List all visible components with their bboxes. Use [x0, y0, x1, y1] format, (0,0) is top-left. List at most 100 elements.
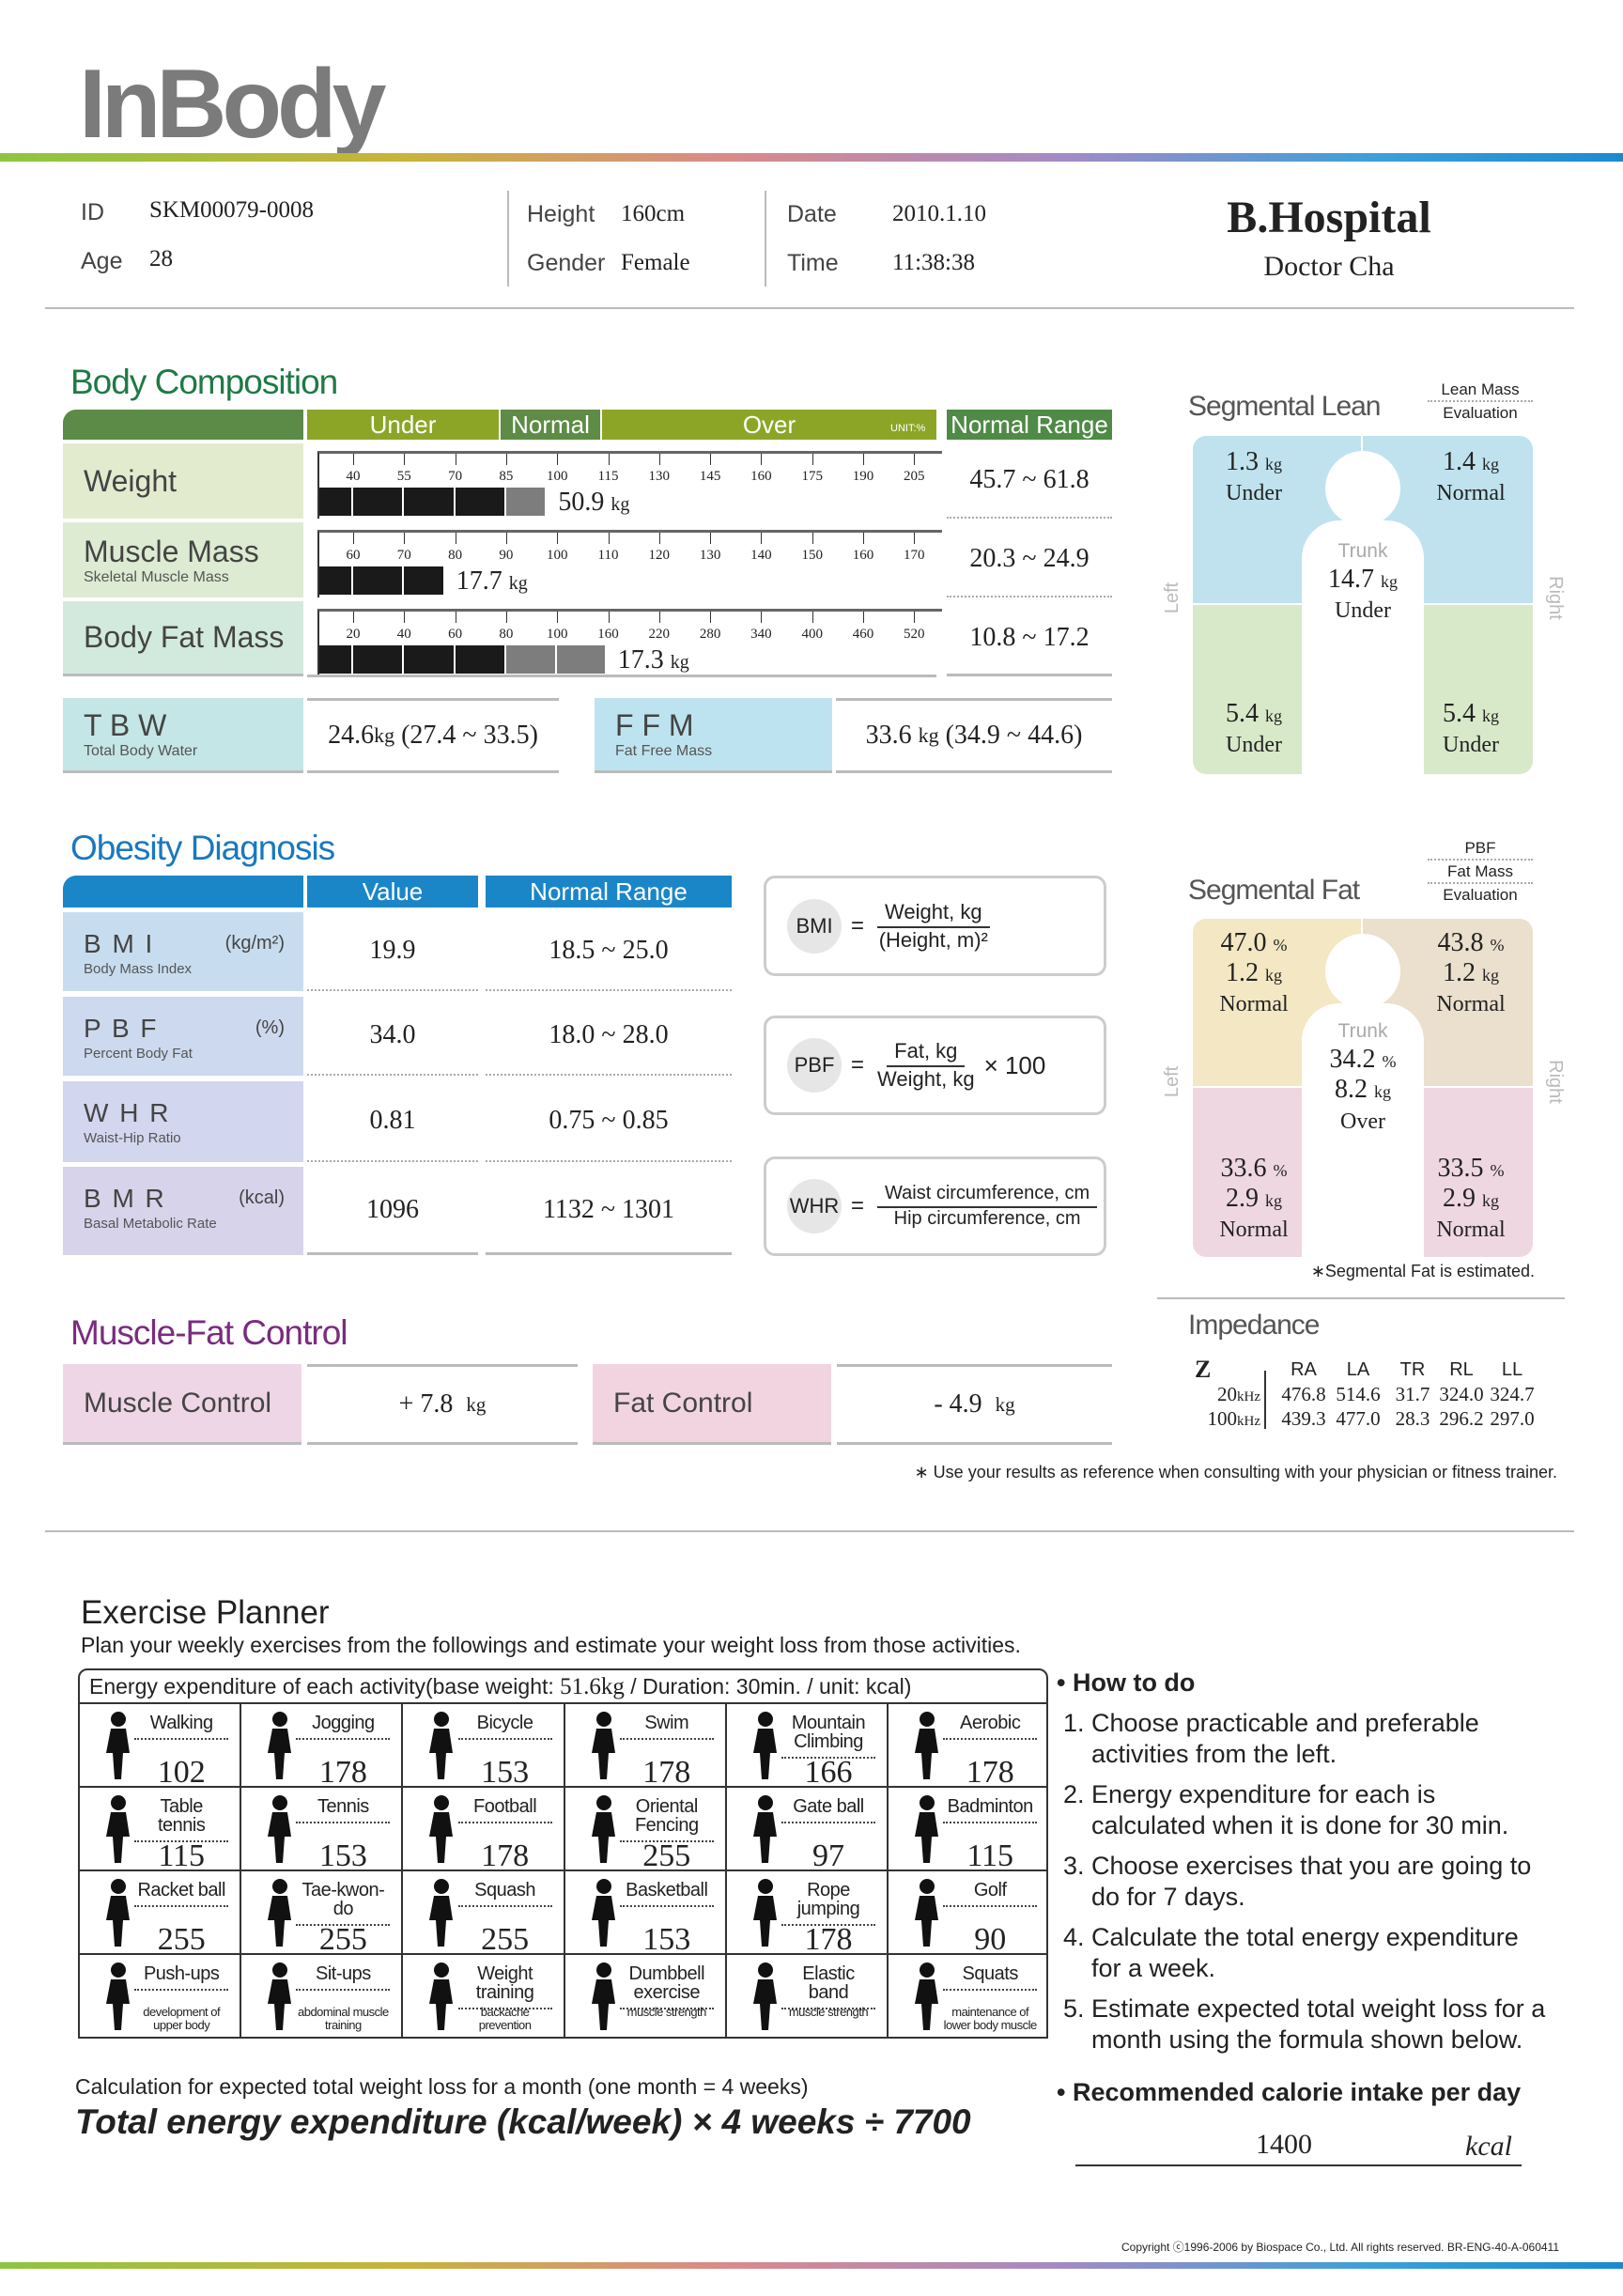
freq-value: 20	[1217, 1383, 1237, 1405]
activity-kcal: 178	[966, 1755, 1014, 1790]
bar-segment	[455, 488, 504, 516]
obesity-range: 18.5 ~ 25.0	[486, 912, 732, 991]
obesity-value: 1096	[307, 1167, 478, 1255]
activity-cell: Elastic band muscle strength	[727, 1955, 889, 2037]
tick-mark	[505, 454, 507, 465]
tick-mark	[710, 612, 712, 623]
tick-mark	[353, 533, 354, 544]
exercise-planner-title: Exercise Planner	[81, 1594, 330, 1631]
sit-ups-icon	[247, 1961, 313, 2032]
obesity-label: P B F	[84, 1014, 159, 1043]
activity-kcal: 153	[318, 1838, 367, 1873]
fat-control-value: - 4.9	[934, 1389, 982, 1419]
fat-right-arm-mass: 1.2	[1443, 958, 1476, 988]
obesity-label-cell: B M I (kg/m²) Body Mass Index	[63, 912, 303, 991]
activity-name: Jogging	[296, 1714, 391, 1740]
ffm-value: 33.6	[865, 721, 912, 750]
obesity-sublabel: Waist-Hip Ratio	[84, 1130, 181, 1146]
impedance-col-ll: LL	[1501, 1359, 1523, 1380]
segmental-lean-panel: 1.3 kg Under 1.4 kg Normal Trunk 14.7 kg Und…	[1193, 436, 1533, 774]
id-label: ID	[81, 199, 104, 225]
impedance-value: 476.8	[1281, 1383, 1326, 1405]
tick-mark	[608, 533, 610, 544]
activity-cell: Oriental Fencing 255	[564, 1788, 727, 1873]
fat-right-side-label: Right	[1544, 1060, 1566, 1104]
formula-numerator: Waist circumference, cm	[877, 1183, 1098, 1208]
activity-note: development of upper body	[143, 2005, 221, 2033]
activity-name: Weight training	[457, 1964, 552, 2009]
unit: %	[1273, 1161, 1288, 1180]
formula-denominator: Weight, kg	[877, 1067, 975, 1091]
lean-left-leg-eval: Under	[1226, 733, 1282, 758]
how-to-step: 2. Energy expenditure for each is calcul…	[1063, 1780, 1509, 1839]
mountain-climbing-icon	[733, 1710, 798, 1781]
bar-value-label: 17.3 kg	[618, 645, 689, 675]
tick-label: 160	[597, 627, 619, 642]
bar-segment	[557, 645, 605, 674]
impedance-value: 477.0	[1336, 1407, 1381, 1430]
tick-label: 40	[396, 627, 411, 642]
tick-mark	[812, 533, 813, 544]
racketball-icon	[85, 1877, 151, 1948]
pbf-formula: PBF = Fat, kg Weight, kg × 100	[764, 1016, 1106, 1115]
bar-segment	[404, 488, 454, 516]
impedance-value: 514.6	[1336, 1383, 1381, 1405]
tick-label: 130	[699, 548, 721, 563]
fat-left-arm-pbf: 47.0	[1220, 928, 1267, 957]
how-to-step: 1. Choose practicable and preferable act…	[1063, 1709, 1479, 1768]
obesity-unit: (kcal)	[239, 1187, 285, 1208]
aerobic-icon	[894, 1710, 960, 1781]
fat-right-leg-mass: 2.9	[1443, 1184, 1476, 1214]
freq-unit: kHz	[1237, 1414, 1260, 1429]
muscle-fat-title: Muscle-Fat Control	[70, 1313, 348, 1352]
activity-table-header: Energy expenditure of each activity(base…	[80, 1670, 1046, 1704]
impedance-value: 439.3	[1281, 1407, 1326, 1430]
unit: kg	[1265, 966, 1282, 985]
activity-cell: Football 178	[403, 1788, 565, 1873]
obesity-title: Obesity Diagnosis	[70, 829, 335, 867]
tick-label: 90	[499, 548, 514, 563]
unit: kg	[1265, 1191, 1282, 1211]
unit: kg	[1482, 706, 1499, 725]
activity-cell: Bicycle 153	[403, 1704, 565, 1790]
normal-range: 10.8 ~ 17.2	[947, 601, 1112, 676]
body-silhouette-icon	[1302, 520, 1424, 774]
row-label-cell: Weight	[63, 443, 303, 519]
tick-label: 20	[346, 627, 361, 642]
unit: kg	[1265, 706, 1282, 725]
id-value: SKM00079-0008	[149, 197, 315, 223]
tick-mark	[914, 612, 916, 623]
obesity-unit: (kg/m²)	[224, 933, 285, 954]
activity-cell: Table tennis 115	[80, 1788, 242, 1873]
obesity-label-cell: W H R Waist-Hip Ratio	[63, 1081, 303, 1162]
segmental-fat-panel: 47.0 % 1.2 kg Normal 43.8 % 1.2 kg Normal Tr…	[1193, 919, 1533, 1257]
impedance-rule	[1157, 1297, 1565, 1299]
obesity-range: 18.0 ~ 28.0	[486, 997, 732, 1076]
unit: %	[1382, 1052, 1397, 1072]
bar-segment	[505, 645, 556, 674]
activity-name: Squash	[457, 1881, 552, 1907]
tbw-sublabel: Total Body Water	[84, 743, 198, 759]
bar-value: 17.3	[617, 645, 664, 675]
segmental-fat-title: Segmental Fat	[1188, 875, 1360, 906]
activity-note: abdominal muscle training	[297, 2005, 389, 2033]
date-value: 2010.1.10	[892, 201, 986, 226]
bar-value-label: 17.7 kg	[456, 566, 528, 597]
ffm-sublabel: Fat Free Mass	[615, 743, 713, 759]
fat-mass-label: Fat Mass	[1428, 861, 1533, 884]
tick-label: 70	[448, 469, 463, 484]
muscle-control-cell: + 7.8 kg	[307, 1364, 578, 1445]
activity-name: Rope jumping	[781, 1881, 875, 1926]
tbw-unit: kg	[374, 723, 395, 747]
copyright: Copyright ⓒ1996-2006 by Biospace Co., Lt…	[1121, 2241, 1559, 2254]
fat-eval-legend: PBF Fat Mass Evaluation	[1428, 837, 1533, 906]
formula-name: PBF	[787, 1038, 842, 1093]
ffm-range: (34.9 ~ 44.6)	[945, 721, 1083, 750]
bar-chart-1: 60 70 80 90 100 110 120 130 140 150 160 170 17.7 kg	[317, 530, 942, 597]
whr-formula: WHR = Waist circumference, cm Hip circumfer…	[764, 1156, 1106, 1256]
tbw-label-cell: T B W Total Body Water	[63, 698, 303, 773]
activity-cell: Dumbbell exercise muscle strength	[565, 1955, 727, 2037]
lean-left-side-label: Left	[1162, 582, 1183, 614]
unit: %	[1490, 936, 1505, 954]
tick-label: 40	[346, 469, 361, 484]
